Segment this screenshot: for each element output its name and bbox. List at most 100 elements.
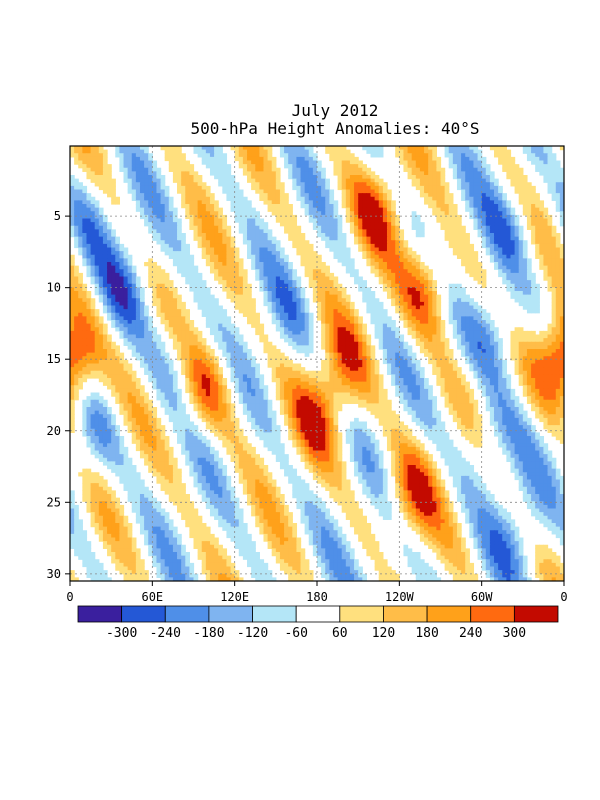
field-cell [531,272,536,278]
field-cell [535,211,540,216]
field-cell [111,349,116,354]
field-cell [407,305,413,310]
field-cell [358,222,363,227]
field-cell [123,164,129,169]
field-cell [452,233,458,238]
field-cell [156,283,162,288]
field-cell [127,153,133,158]
field-cell [201,211,207,216]
field-cell [428,287,433,292]
field-cell [168,312,174,317]
field-cell [531,338,536,343]
field-cell [366,349,372,354]
field-cell [292,330,298,336]
field-cell [522,276,528,281]
field-cell [494,178,499,183]
field-cell [267,233,273,238]
field-cell [288,316,293,321]
field-cell [156,334,162,339]
field-cell [395,338,400,343]
field-cell [444,352,450,357]
field-cell [419,291,425,296]
field-cell [329,189,335,194]
field-cell [391,233,396,238]
field-cell [247,316,252,321]
field-cell [98,207,104,212]
field-cell [559,211,564,216]
field-cell [152,356,158,361]
field-cell [144,341,149,346]
field-cell [222,327,228,332]
field-cell [234,182,240,187]
field-cell [518,269,524,274]
field-cell [362,247,367,252]
field-cell [144,338,149,343]
field-cell [535,156,540,162]
field-cell [382,330,388,336]
field-cell [337,251,343,256]
field-cell [444,225,450,230]
field-cell [370,218,376,223]
field-cell [74,312,79,317]
field-cell [382,182,388,187]
field-cell [263,178,269,183]
field-cell [168,280,174,285]
field-cell [461,338,466,343]
field-cell [444,204,450,209]
field-cell [333,146,339,151]
field-cell [234,269,240,274]
field-cell [399,160,405,165]
field-cell [234,149,240,154]
field-cell [86,236,92,241]
field-cell [242,156,248,162]
field-cell [78,225,83,230]
field-cell [337,236,343,241]
field-cell [218,160,223,165]
field-cell [432,280,437,285]
field-cell [349,334,355,339]
field-cell [559,327,564,332]
field-cell [70,196,75,201]
field-cell [341,193,347,198]
field-cell [230,356,236,361]
field-cell [386,196,392,201]
field-cell [436,200,442,205]
field-cell [209,251,215,256]
field-cell [247,160,252,165]
field-cell [411,330,417,336]
field-cell [555,334,561,339]
field-cell [448,301,454,307]
field-cell [160,146,166,151]
field-cell [551,309,557,314]
field-cell [345,309,351,314]
field-cell [498,338,503,343]
field-cell [304,309,310,314]
field-cell [559,204,564,209]
field-cell [391,272,396,278]
field-cell [144,323,149,328]
field-cell [267,251,273,256]
field-cell [317,185,322,191]
field-cell [514,291,520,296]
field-cell [522,146,528,151]
field-cell [391,265,396,270]
field-cell [502,254,507,259]
field-cell [201,146,207,151]
field-cell [247,352,252,357]
field-cell [481,309,487,314]
field-cell [374,218,380,223]
field-cell [341,298,347,303]
field-cell [362,283,367,288]
field-cell [78,207,83,212]
field-cell [242,233,248,238]
field-cell [263,156,269,162]
field-cell [432,312,437,317]
field-cell [370,196,376,201]
field-cell [263,298,269,303]
field-cell [440,327,446,332]
field-cell [152,283,158,288]
field-cell [70,200,75,205]
field-cell [428,312,433,317]
field-cell [374,146,380,151]
field-cell [312,160,318,165]
